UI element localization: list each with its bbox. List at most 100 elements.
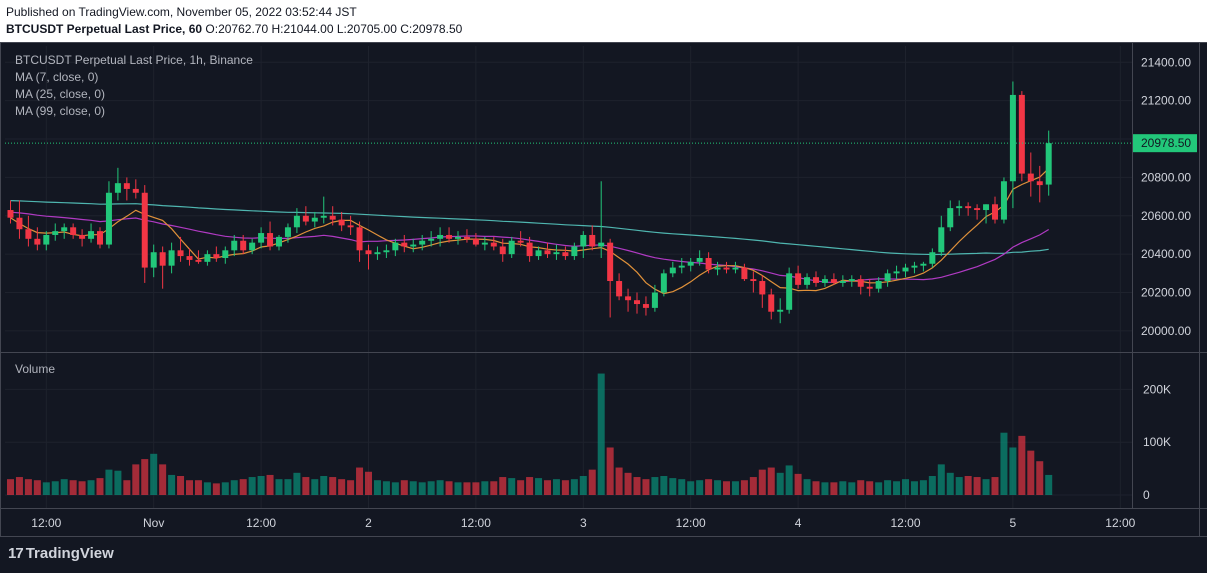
volume-bar[interactable] bbox=[472, 482, 480, 495]
candle-body[interactable] bbox=[875, 281, 882, 289]
candle-body[interactable] bbox=[284, 227, 291, 237]
volume-bar[interactable] bbox=[866, 481, 874, 495]
candle-body[interactable] bbox=[446, 234, 453, 239]
candle-body[interactable] bbox=[401, 242, 408, 247]
candle-body[interactable] bbox=[938, 227, 945, 253]
candle-body[interactable] bbox=[902, 267, 909, 272]
candle-body[interactable] bbox=[839, 281, 846, 283]
candle-body[interactable] bbox=[481, 242, 488, 245]
volume-bar[interactable] bbox=[633, 477, 641, 495]
candle-body[interactable] bbox=[571, 246, 578, 257]
volume-bar[interactable] bbox=[409, 481, 417, 495]
volume-bar[interactable] bbox=[329, 477, 337, 495]
candle-body[interactable] bbox=[598, 242, 605, 247]
volume-bar[interactable] bbox=[517, 480, 525, 495]
candle-body[interactable] bbox=[786, 273, 793, 310]
candle-body[interactable] bbox=[625, 296, 632, 301]
candle-body[interactable] bbox=[88, 231, 95, 239]
volume-bar[interactable] bbox=[96, 478, 104, 495]
legend-ma99[interactable]: MA (99, close, 0) bbox=[15, 104, 106, 118]
volume-bar[interactable] bbox=[141, 459, 149, 495]
volume-bar[interactable] bbox=[893, 481, 901, 495]
candle-body[interactable] bbox=[544, 250, 551, 255]
volume-bar[interactable] bbox=[24, 479, 32, 495]
candle-body[interactable] bbox=[105, 192, 112, 245]
candle-body[interactable] bbox=[338, 219, 345, 226]
candle-body[interactable] bbox=[16, 217, 23, 230]
volume-bar[interactable] bbox=[293, 472, 301, 495]
volume-bar[interactable] bbox=[803, 479, 811, 495]
candle-body[interactable] bbox=[1009, 94, 1016, 182]
candle-body[interactable] bbox=[830, 279, 837, 283]
volume-bar[interactable] bbox=[875, 482, 883, 495]
candle-body[interactable] bbox=[678, 265, 685, 268]
volume-bar[interactable] bbox=[42, 482, 50, 495]
volume-bar[interactable] bbox=[33, 480, 41, 495]
volume-bar[interactable] bbox=[678, 479, 686, 495]
volume-bar[interactable] bbox=[1009, 447, 1017, 495]
volume-bar[interactable] bbox=[651, 477, 659, 495]
candle-body[interactable] bbox=[132, 188, 139, 193]
candle-body[interactable] bbox=[795, 273, 802, 285]
candle-body[interactable] bbox=[374, 252, 381, 255]
legend-volume[interactable]: Volume bbox=[15, 362, 56, 376]
volume-bar[interactable] bbox=[239, 479, 247, 495]
last-price-badge[interactable] bbox=[1133, 134, 1197, 153]
volume-bar[interactable] bbox=[588, 469, 596, 495]
volume-bar[interactable] bbox=[132, 464, 140, 495]
volume-bar[interactable] bbox=[203, 482, 211, 495]
volume-bar[interactable] bbox=[221, 482, 229, 495]
candle-body[interactable] bbox=[7, 210, 14, 218]
candle-body[interactable] bbox=[947, 208, 954, 228]
candle-body[interactable] bbox=[759, 281, 766, 295]
candle-body[interactable] bbox=[821, 279, 828, 283]
volume-bar[interactable] bbox=[356, 467, 364, 495]
candle-body[interactable] bbox=[168, 250, 175, 266]
candle-body[interactable] bbox=[884, 273, 891, 282]
candle-body[interactable] bbox=[302, 215, 309, 222]
candle-body[interactable] bbox=[956, 206, 963, 209]
volume-bar[interactable] bbox=[946, 472, 954, 495]
candle-body[interactable] bbox=[965, 206, 972, 209]
candle-body[interactable] bbox=[741, 267, 748, 280]
candle-body[interactable] bbox=[472, 238, 479, 245]
volume-bar[interactable] bbox=[937, 464, 945, 495]
volume-bar[interactable] bbox=[373, 480, 381, 495]
candle-body[interactable] bbox=[123, 183, 130, 189]
volume-bar[interactable] bbox=[705, 479, 713, 495]
volume-bar[interactable] bbox=[579, 475, 587, 495]
legend-ma7[interactable]: MA (7, close, 0) bbox=[15, 70, 99, 84]
candle-body[interactable] bbox=[616, 281, 623, 297]
candle-body[interactable] bbox=[535, 250, 542, 257]
candle-body[interactable] bbox=[813, 277, 819, 283]
volume-bar[interactable] bbox=[490, 481, 498, 495]
candle-body[interactable] bbox=[893, 271, 900, 274]
candle-body[interactable] bbox=[1018, 94, 1025, 174]
volume-bar[interactable] bbox=[69, 480, 77, 495]
volume-bar[interactable] bbox=[15, 477, 23, 495]
candle-body[interactable] bbox=[114, 183, 121, 193]
volume-bar[interactable] bbox=[526, 477, 534, 495]
volume-bar[interactable] bbox=[508, 478, 516, 495]
volume-bar[interactable] bbox=[535, 478, 543, 495]
candle-body[interactable] bbox=[276, 236, 282, 247]
volume-bar[interactable] bbox=[7, 479, 14, 495]
candle-body[interactable] bbox=[177, 250, 184, 257]
candle-body[interactable] bbox=[159, 252, 166, 266]
volume-bar[interactable] bbox=[767, 467, 775, 495]
candle-body[interactable] bbox=[696, 257, 703, 262]
volume-bar[interactable] bbox=[910, 481, 918, 495]
candle-body[interactable] bbox=[231, 240, 238, 251]
candle-body[interactable] bbox=[723, 267, 730, 270]
volume-bar[interactable] bbox=[454, 482, 462, 495]
candle-body[interactable] bbox=[526, 242, 533, 257]
volume-bar[interactable] bbox=[660, 475, 668, 495]
volume-bar[interactable] bbox=[857, 480, 865, 495]
volume-bar[interactable] bbox=[78, 481, 86, 495]
candle-body[interactable] bbox=[499, 246, 506, 255]
candle-body[interactable] bbox=[804, 277, 811, 285]
candle-body[interactable] bbox=[517, 240, 524, 243]
volume-bar[interactable] bbox=[669, 478, 677, 495]
candle-body[interactable] bbox=[750, 279, 757, 282]
volume-bar[interactable] bbox=[311, 479, 319, 495]
